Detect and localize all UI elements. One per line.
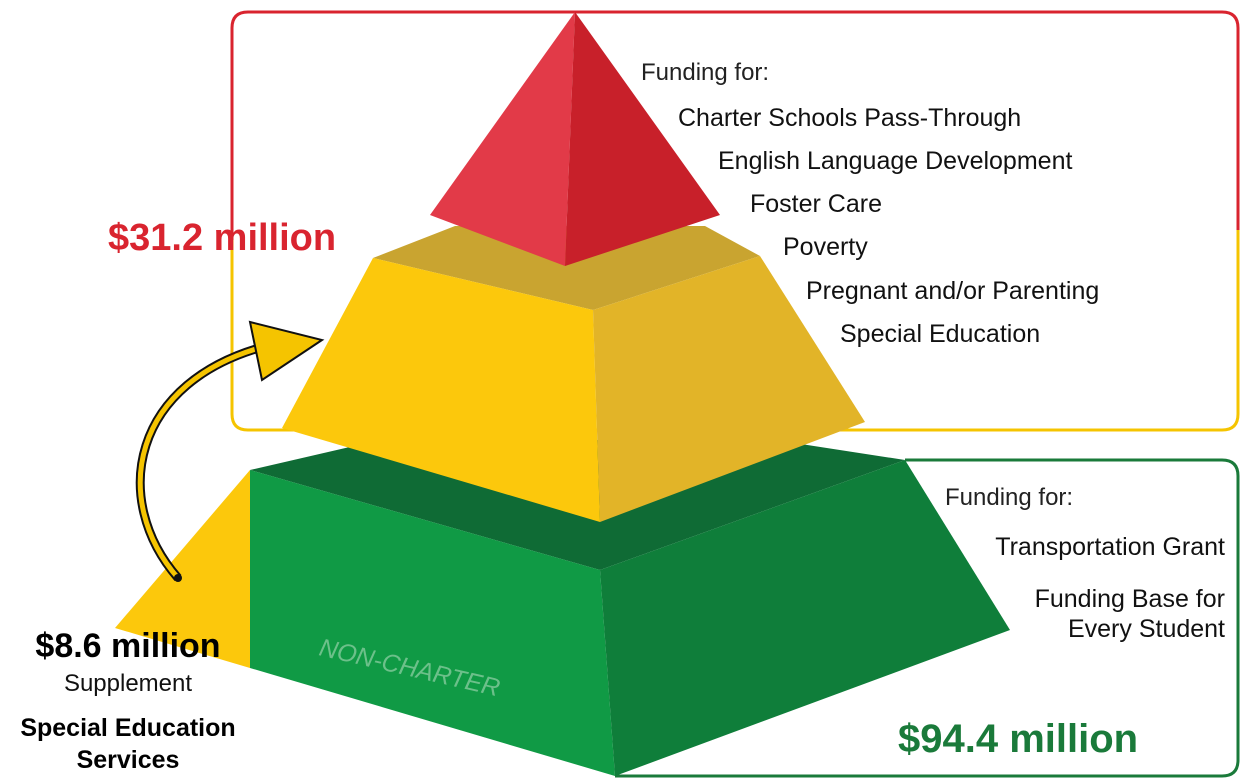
top-item: English Language Development [718, 147, 1072, 175]
supplement-label: Supplement [64, 670, 192, 697]
supplement-amount: $8.6 million [35, 627, 220, 665]
top-amount: $31.2 million [108, 217, 336, 259]
arrow-head [248, 320, 325, 382]
top-item: Charter Schools Pass-Through [678, 104, 1021, 132]
supplement-purpose: Services [77, 746, 180, 774]
red-right [565, 12, 720, 266]
red-left [430, 12, 575, 266]
top-heading: Funding for: [641, 59, 769, 86]
green-left [250, 470, 615, 776]
bottom-item: Every Student [1068, 615, 1225, 643]
supplement-purpose: Special Education [20, 714, 235, 742]
top-item: Special Education [840, 320, 1040, 348]
bottom-item: Transportation Grant [995, 533, 1225, 561]
bottom-frame [615, 458, 1240, 778]
top-item: Pregnant and/or Parenting [806, 277, 1099, 305]
yellow-right [593, 256, 865, 522]
green-right [600, 460, 1010, 776]
arrow [137, 342, 271, 580]
top-item: Foster Care [750, 190, 882, 218]
bottom-heading: Funding for: [945, 484, 1073, 511]
yellow-top [373, 226, 760, 310]
supplement-wedge [115, 470, 250, 668]
arrow-tail [174, 574, 182, 582]
top-frame [230, 10, 1240, 240]
bottom-item: Funding Base for [1035, 585, 1225, 613]
top-item: Poverty [783, 233, 868, 261]
bottom-amount: $94.4 million [898, 717, 1138, 761]
yellow-left [282, 258, 600, 522]
